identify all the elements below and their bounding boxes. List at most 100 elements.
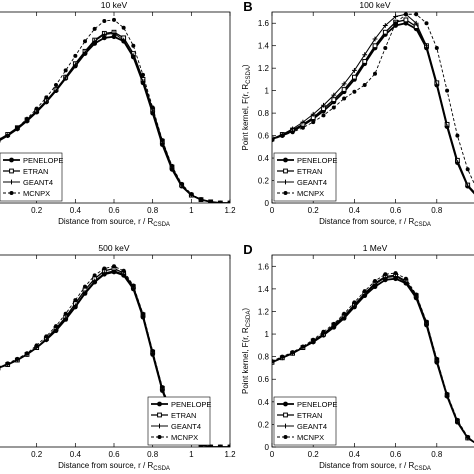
x-axis-label-main: Distance from source, r / R xyxy=(58,217,153,226)
y-tick-label: 0.2 xyxy=(258,177,270,186)
data-point xyxy=(352,300,357,305)
data-point xyxy=(82,50,88,55)
data-point xyxy=(150,105,155,110)
y-tick-label: 1.4 xyxy=(258,285,270,294)
data-point xyxy=(131,43,136,48)
data-point xyxy=(121,268,126,273)
data-point xyxy=(280,354,285,359)
data-point xyxy=(331,97,337,103)
x-tick-label: 0.8 xyxy=(147,450,159,459)
data-point xyxy=(413,20,419,26)
data-point xyxy=(101,35,107,41)
data-point xyxy=(444,124,450,129)
y-axis-label-subscript: CSDA xyxy=(246,67,252,84)
y-tick-label: 0.8 xyxy=(258,109,270,118)
x-axis-label: Distance from source, r / RCSDA xyxy=(58,461,170,472)
chart-panel-4: 00.20.40.60.8100.20.40.60.811.21.41.61 M… xyxy=(241,242,474,472)
data-point xyxy=(331,92,337,98)
data-point xyxy=(300,125,305,130)
data-point xyxy=(53,88,59,94)
data-point xyxy=(290,130,295,135)
data-point xyxy=(341,81,347,87)
data-point xyxy=(54,324,58,329)
data-point xyxy=(63,311,68,316)
data-point xyxy=(72,303,78,309)
plot-frame xyxy=(271,11,474,204)
data-point xyxy=(383,272,388,277)
x-tick-label: 1 xyxy=(189,450,194,459)
x-axis-label: Distance from source, r / RCSDA xyxy=(319,217,431,228)
legend-marker xyxy=(157,423,162,429)
legend-marker xyxy=(283,191,288,195)
legend-marker xyxy=(9,179,14,185)
data-point xyxy=(101,270,107,276)
legend-marker xyxy=(283,168,288,174)
data-point xyxy=(455,133,460,138)
data-point xyxy=(424,319,429,324)
data-point xyxy=(424,21,429,26)
data-point xyxy=(383,45,388,50)
x-axis-label-subscript: CSDA xyxy=(153,222,170,228)
chart-panel-1: 0.2 0.4 0.6 0.8 1 1.2 10 keV Distance from sour… xyxy=(0,0,236,228)
data-point xyxy=(362,52,368,58)
data-point xyxy=(393,21,398,26)
x-axis-label-main: Distance from source, r / R xyxy=(319,217,414,226)
legend-label: ETRAN xyxy=(297,411,322,420)
data-point xyxy=(331,321,336,326)
y-axis-label-subscript: CSDA xyxy=(246,311,252,328)
x-tick-label: 1.2 xyxy=(224,206,236,215)
data-point xyxy=(352,89,357,94)
x-tick-label: 0.6 xyxy=(390,450,402,459)
x-axis-label-main: Distance from source, r / R xyxy=(58,461,153,470)
x-tick-label: 0.2 xyxy=(31,206,43,215)
x-tick-label: 0.6 xyxy=(390,206,402,215)
data-point xyxy=(160,138,165,143)
y-tick-label: 0.2 xyxy=(258,420,270,429)
data-point xyxy=(218,201,223,203)
data-point xyxy=(445,391,450,396)
x-axis-label: Distance from source, r / RCSDA xyxy=(58,217,170,228)
data-point xyxy=(189,192,194,197)
legend: PENELOPE ETRAN GEANT4 MCNPX xyxy=(273,396,337,446)
y-tick-label: 0.6 xyxy=(258,375,270,384)
legend-marker xyxy=(283,401,288,407)
y-tick-label: 0.6 xyxy=(258,132,270,141)
data-point xyxy=(373,278,377,283)
x-tick-label: 0.4 xyxy=(349,450,361,459)
data-point xyxy=(465,434,470,439)
data-point xyxy=(372,43,378,49)
data-point xyxy=(112,17,116,22)
data-point xyxy=(272,138,274,143)
data-point xyxy=(218,445,223,447)
data-point xyxy=(141,72,145,77)
data-point xyxy=(131,283,136,288)
data-point xyxy=(130,53,136,59)
data-point xyxy=(121,25,126,30)
data-point xyxy=(121,37,127,43)
legend-marker xyxy=(283,179,288,185)
chart-panel-3: 0.2 0.4 0.6 0.8 1 1.2 500 keV Distance from sou… xyxy=(0,243,236,472)
data-point xyxy=(82,289,88,295)
data-point xyxy=(311,120,316,125)
legend-label: MCNPX xyxy=(297,189,324,198)
data-point xyxy=(424,43,429,49)
y-tick-label: 1.6 xyxy=(258,19,270,28)
y-axis-label: Point kernel, F(r, RCSDA) xyxy=(241,64,252,150)
data-point xyxy=(465,183,471,189)
x-tick-label: 0.6 xyxy=(108,450,120,459)
data-point xyxy=(434,45,439,50)
data-point xyxy=(434,356,439,361)
legend-label: PENELOPE xyxy=(297,156,337,165)
data-point xyxy=(63,68,68,73)
data-point xyxy=(465,167,470,172)
legend-marker xyxy=(157,412,162,418)
data-point xyxy=(199,197,203,202)
y-tick-label: 0.4 xyxy=(258,398,270,407)
legend-label: MCNPX xyxy=(23,189,50,198)
data-point xyxy=(112,264,116,269)
x-tick-label: 1 xyxy=(189,206,194,215)
panel-title: 1 MeV xyxy=(363,243,388,253)
legend-marker xyxy=(283,423,288,429)
data-point xyxy=(434,82,440,88)
